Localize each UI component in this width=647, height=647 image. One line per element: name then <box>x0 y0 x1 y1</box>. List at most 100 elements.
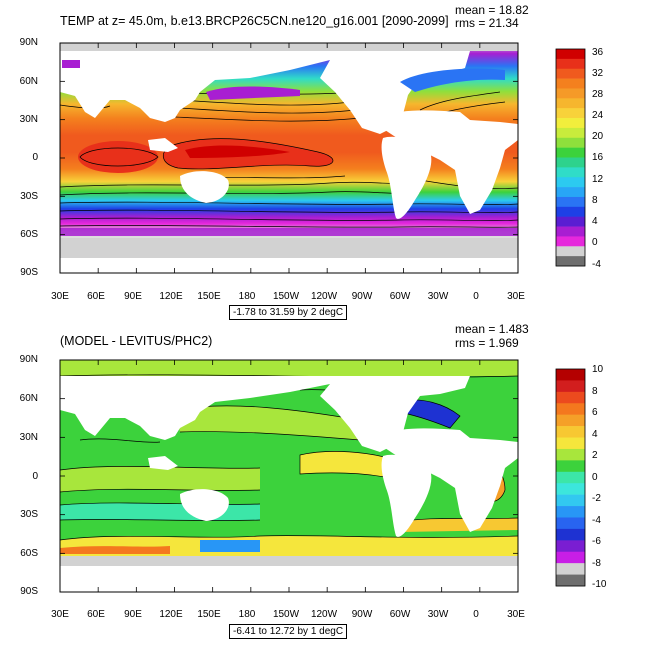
colorbar-swatch <box>556 157 585 168</box>
lon-label: 120W <box>310 291 338 302</box>
panel-2-contour-note: -6.41 to 12.72 by 1 degC <box>229 624 348 639</box>
colorbar-swatch <box>556 517 585 530</box>
colorbar-label: 20 <box>592 131 604 142</box>
panel-2-mean: mean = 1.483 <box>455 322 529 336</box>
colorbar-swatch <box>556 108 585 119</box>
colorbar-swatch <box>556 127 585 139</box>
lon-label: 150E <box>197 609 221 620</box>
colorbar-swatch <box>556 167 585 178</box>
lon-label: 150W <box>272 291 300 302</box>
colorbar-label: -8 <box>592 558 601 569</box>
temperature-map-panel <box>60 43 518 273</box>
colorbar-swatch <box>556 460 585 473</box>
lat-label: 30S <box>20 191 38 202</box>
colorbar-swatch <box>556 137 585 148</box>
colorbar-swatch <box>556 506 585 518</box>
colorbar-swatch <box>556 414 585 427</box>
lon-label: 30E <box>507 291 525 302</box>
lon-label: 150E <box>197 291 221 302</box>
colorbar-label: 8 <box>592 386 598 397</box>
colorbar-label: 28 <box>592 89 604 100</box>
difference-map-panel <box>60 360 518 592</box>
colorbar-swatch <box>556 58 585 70</box>
colorbar-label: 8 <box>592 195 598 206</box>
colorbar-swatch <box>556 216 585 227</box>
colorbar-label: -4 <box>592 259 601 270</box>
colorbar-swatch <box>556 403 585 415</box>
lat-label: 30N <box>19 432 38 443</box>
colorbar-top <box>555 48 586 267</box>
colorbar-swatch <box>556 206 585 217</box>
colorbar-swatch <box>556 483 585 495</box>
lon-label: 60E <box>87 609 105 620</box>
lat-label: 0 <box>32 152 38 163</box>
lon-label: 0 <box>473 291 479 302</box>
lon-label: 90W <box>351 291 373 302</box>
colorbar-label: -2 <box>592 493 601 504</box>
colorbar-frame <box>555 48 586 267</box>
panel-2-rms: rms = 1.969 <box>455 336 519 350</box>
colorbar-swatch <box>556 236 585 247</box>
lon-label: 90W <box>351 609 373 620</box>
lon-label: 30E <box>51 609 69 620</box>
colorbar-swatch <box>556 78 585 89</box>
lat-label: 0 <box>32 471 38 482</box>
colorbar-swatch <box>556 540 585 553</box>
colorbar-swatch <box>556 147 585 158</box>
colorbar-swatch <box>556 391 585 404</box>
colorbar-bottom <box>555 368 586 587</box>
lon-label: 90E <box>124 291 142 302</box>
lon-label: 120E <box>159 609 183 620</box>
colorbar-swatch <box>556 448 585 461</box>
lat-label: 30S <box>20 509 38 520</box>
lat-label: 90N <box>19 354 38 365</box>
colorbar-label: -10 <box>592 579 607 590</box>
colorbar-frame <box>555 368 586 587</box>
colorbar-swatch <box>556 49 585 60</box>
colorbar-label: -6 <box>592 536 601 547</box>
colorbar-swatch <box>556 98 585 109</box>
colorbar-label: 2 <box>592 450 598 461</box>
colorbar-swatch <box>556 88 585 99</box>
colorbar-label: 32 <box>592 68 604 79</box>
colorbar-swatch <box>556 563 585 575</box>
colorbar-label: 4 <box>592 216 598 227</box>
lat-label: 60S <box>20 229 38 240</box>
lon-label: 60W <box>389 291 411 302</box>
colorbar-swatch <box>556 551 585 564</box>
colorbar-swatch <box>556 68 585 79</box>
lat-label: 60N <box>19 76 38 87</box>
colorbar-swatch <box>556 574 585 587</box>
lat-label: 90S <box>20 586 38 597</box>
lon-label: 60E <box>87 291 105 302</box>
lon-label: 30W <box>427 609 449 620</box>
colorbar-swatch <box>556 196 585 208</box>
colorbar-swatch <box>556 528 585 541</box>
colorbar-swatch <box>556 118 585 129</box>
lon-label: 30W <box>427 291 449 302</box>
panel-2-title: (MODEL - LEVITUS/PHC2) <box>60 334 213 348</box>
panel-1-title: TEMP at z= 45.0m, b.e13.BRCP26C5CN.ne120… <box>60 14 449 28</box>
colorbar-swatch <box>556 494 585 507</box>
lat-label: 60S <box>20 548 38 559</box>
colorbar-swatch <box>556 380 585 393</box>
lon-label: 30E <box>507 609 525 620</box>
colorbar-swatch <box>556 471 585 484</box>
lon-label: 90E <box>124 609 142 620</box>
lon-label: 0 <box>473 609 479 620</box>
colorbar-label: 6 <box>592 407 598 418</box>
colorbar-swatch <box>556 256 585 267</box>
colorbar-swatch <box>556 177 585 188</box>
colorbar-label: 0 <box>592 472 598 483</box>
colorbar-label: 4 <box>592 429 598 440</box>
colorbar-swatch <box>556 246 585 257</box>
lon-label: 120E <box>159 291 183 302</box>
colorbar-label: 12 <box>592 174 604 185</box>
lat-label: 90S <box>20 267 38 278</box>
colorbar-swatch <box>556 369 585 381</box>
lon-label: 180 <box>238 609 256 620</box>
lon-label: 180 <box>238 291 256 302</box>
colorbar-label: 24 <box>592 110 604 121</box>
colorbar-label: 0 <box>592 237 598 248</box>
